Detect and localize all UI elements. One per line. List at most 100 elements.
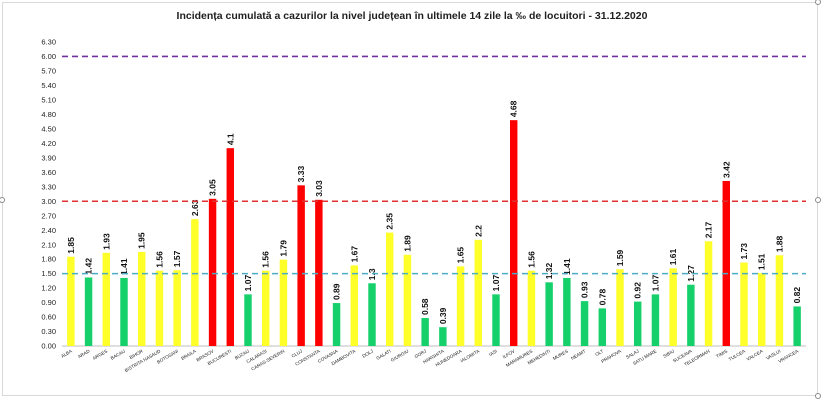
data-label: 1.73: [739, 243, 749, 260]
y-tick-label: 3.60: [41, 168, 56, 177]
bar-vrancea: [793, 306, 801, 346]
data-label: 2.17: [704, 221, 714, 238]
category-label: VRANCEA: [777, 348, 800, 364]
y-tick-label: 0.90: [41, 298, 56, 307]
category-label: DOLJ: [361, 349, 374, 359]
y-tick-label: 0.30: [41, 327, 56, 336]
data-label: 0.58: [420, 298, 430, 315]
data-label: 1.65: [456, 247, 466, 264]
bar-gorj: [421, 318, 429, 346]
y-tick-label: 5.40: [41, 81, 56, 90]
data-label: 2.63: [190, 199, 200, 216]
data-label: 1.51: [757, 253, 767, 270]
data-label: 0.78: [597, 289, 607, 306]
bar-brasov: [208, 198, 217, 346]
y-tick-label: 1.80: [41, 255, 56, 264]
bar-ialomita: [474, 239, 483, 346]
bar-prahova: [616, 269, 624, 346]
data-label: 1.59: [615, 249, 625, 266]
bar-bucuresti: [226, 148, 235, 346]
bar-iasi: [492, 294, 500, 346]
bar-satu-mare: [651, 294, 660, 346]
bar-vaslui: [775, 255, 784, 346]
category-label: VALCEA: [746, 348, 765, 362]
category-label: CLUJ: [291, 349, 303, 359]
bar-neamt: [580, 301, 589, 346]
category-label: IASI: [488, 349, 498, 358]
data-label: 4.1: [225, 133, 235, 145]
data-label: 1.07: [650, 275, 660, 292]
data-label: 1.56: [154, 251, 164, 268]
bar-giurgiu: [403, 254, 412, 346]
resize-handle-top-right[interactable]: [815, 0, 821, 5]
resize-handle-bottom-right[interactable]: [815, 393, 821, 399]
y-tick-label: 6.30: [41, 38, 56, 47]
category-label: BIHOR: [129, 348, 145, 360]
y-tick-label: 4.50: [41, 124, 56, 133]
bar-arges: [102, 252, 111, 346]
bar-olt: [598, 308, 607, 346]
data-label: 1.56: [261, 251, 271, 268]
resize-handle-left[interactable]: [0, 197, 5, 203]
data-label: 0.89: [332, 283, 342, 300]
chart-title: Incidența cumulată a cazurilor la nivel …: [176, 10, 648, 22]
bar-valcea: [757, 273, 766, 346]
bar-constanta: [315, 199, 323, 346]
category-label: ALBA: [60, 348, 73, 359]
data-label: 1.95: [137, 232, 147, 249]
bar-bacau: [120, 277, 128, 346]
y-tick-label: 0.00: [41, 342, 56, 351]
y-tick-label: 3.00: [41, 197, 56, 206]
bar-covasna: [332, 303, 341, 346]
bar-bihor: [137, 251, 146, 346]
y-tick-label: 4.20: [41, 139, 56, 148]
y-tick-label: 2.40: [41, 226, 56, 235]
y-tick-label: 5.70: [41, 67, 56, 76]
bar-timis: [722, 180, 731, 346]
bar-caras-severin: [279, 259, 288, 346]
data-label: 2.35: [385, 213, 395, 230]
bar-buzau: [244, 294, 252, 346]
bar-calarasi: [261, 270, 270, 346]
bar-mures: [563, 277, 571, 346]
bar-alba: [67, 256, 75, 346]
bar-tulcea: [740, 262, 748, 346]
data-label: 1.88: [774, 235, 784, 252]
category-label: ARAD: [77, 348, 91, 359]
category-label: TIMIS: [715, 349, 728, 359]
data-label: 1.79: [278, 240, 288, 257]
bar-cluj: [297, 185, 305, 346]
y-tick-label: 1.50: [41, 269, 56, 278]
data-label: 1.41: [119, 258, 129, 275]
y-tick-label: 0.60: [41, 313, 56, 322]
data-label: 1.42: [84, 258, 94, 275]
bar-teleorman: [704, 241, 713, 346]
bar-maramures: [527, 270, 536, 346]
data-label: 0.82: [792, 287, 802, 304]
bar-dolj: [368, 283, 376, 346]
bar-salaj: [633, 301, 642, 346]
data-label: 1.85: [66, 237, 76, 254]
category-label: ILFOV: [502, 348, 517, 359]
data-label: 3.33: [296, 165, 306, 182]
y-tick-label: 2.70: [41, 211, 56, 220]
category-label: ARGES: [92, 349, 108, 361]
category-label: MURES: [552, 349, 569, 362]
category-label: SIBIU: [662, 349, 675, 359]
bar-botosani: [173, 270, 181, 346]
bar-ilfov: [509, 120, 518, 347]
bar-dambovita: [350, 265, 359, 346]
data-label: 0.39: [438, 307, 448, 324]
data-label: 3.42: [721, 161, 731, 178]
category-label: BACAU: [110, 349, 126, 361]
data-label: 1.07: [491, 275, 501, 292]
y-tick-label: 3.90: [41, 153, 56, 162]
resize-handle-right[interactable]: [815, 197, 821, 203]
category-label: NEAMT: [570, 348, 587, 360]
bar-mehedinti: [545, 282, 553, 346]
data-label: 1.61: [668, 248, 678, 265]
data-label: 1.89: [402, 235, 412, 252]
bar-braila: [191, 219, 199, 346]
category-label: TULCEA: [728, 348, 747, 362]
